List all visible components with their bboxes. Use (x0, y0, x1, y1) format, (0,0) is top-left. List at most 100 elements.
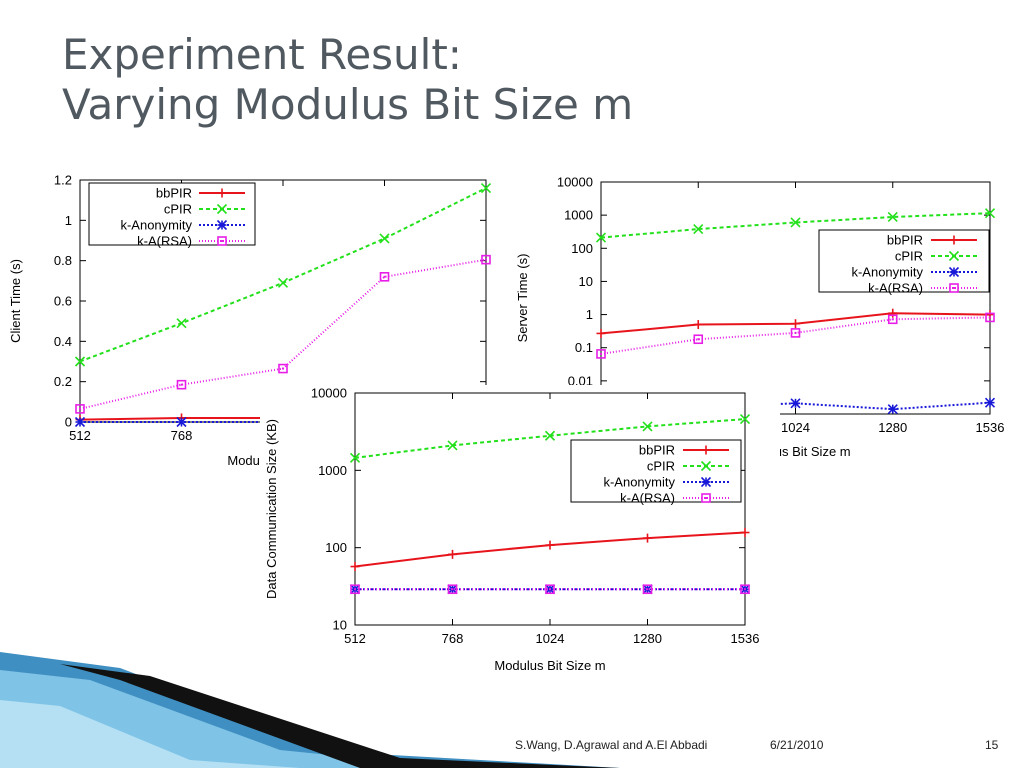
data-communication-legend-label-k-a-rsa: k-A(RSA) (620, 491, 675, 506)
data-communication-series-cpir-point (739, 414, 751, 425)
data-communication-legend-marker-k-anonymity (700, 476, 712, 488)
server-time-legend-label-k-a-rsa: k-A(RSA) (868, 281, 923, 296)
data-communication-xtick-label: 1024 (536, 631, 565, 646)
client-time-series-cpir-point (480, 183, 492, 194)
server-time-series-k-a-rsa-point (790, 328, 801, 338)
client-time-legend-marker-k-a-rsa (217, 236, 227, 246)
server-time-legend-marker-cpir (948, 250, 960, 262)
server-time-series-cpir-line (600, 212, 991, 239)
client-time-series-cpir-point (74, 356, 86, 367)
server-time-series-bbpir-point (888, 308, 898, 318)
data-communication-series-k-a-rsa-point (740, 584, 750, 595)
data-communication-series-bbpir-point (545, 540, 555, 550)
client-time-series-k-anonymity-point (74, 416, 86, 428)
data-communication-xtick-label: 1280 (633, 631, 662, 646)
footer-date: 6/21/2010 (770, 738, 824, 752)
data-communication-legend-label-bbpir: bbPIR (639, 443, 675, 458)
data-communication-series-cpir-point (447, 440, 458, 451)
server-time-ytick-label: 10 (579, 274, 593, 289)
client-time-ytick-label: 1.2 (54, 173, 72, 188)
client-time-ytick-label: 0.4 (54, 334, 72, 349)
client-time-legend-label-bbpir: bbPIR (156, 186, 192, 201)
server-time-ytick-label: 0.01 (568, 373, 593, 388)
server-time-xtick-label: 1024 (781, 420, 810, 435)
server-time-y-axis-label: Server Time (s) (515, 254, 530, 343)
client-time-legend-marker-bbpir (217, 188, 227, 198)
data-communication-xtick-label: 512 (344, 631, 366, 646)
server-time-series-k-a-rsa-point (887, 314, 898, 325)
data-communication-legend-label-cpir: cPIR (647, 459, 675, 474)
client-time-series-cpir-point (277, 277, 289, 288)
server-time-ytick-label: 0.1 (575, 340, 593, 355)
client-time-legend-marker-k-anonymity (216, 219, 228, 231)
data-communication-ytick-label: 1000 (318, 463, 347, 478)
server-time-ytick-label: 100 (571, 241, 593, 256)
server-time-plot-frame (600, 181, 991, 415)
server-time-series-cpir-point (595, 232, 607, 243)
slide-title-line-1: Experiment Result: (62, 30, 462, 79)
data-communication-series-bbpir-point (448, 549, 457, 559)
server-time-series-k-a-rsa-point (985, 312, 995, 323)
server-time-xtick-label: 1280 (878, 420, 907, 435)
data-communication-legend-label-k-anonymity: k-Anonymity (603, 475, 675, 490)
data-communication-series-bbpir-point (643, 533, 652, 543)
server-time-legend-label-bbpir: bbPIR (887, 233, 923, 248)
data-communication-xtick-label: 768 (442, 631, 464, 646)
data-communication-ytick-label: 10 (333, 618, 347, 633)
server-time-chart: 0.0010.010.11101001000100005127681024128… (515, 175, 1005, 460)
client-time-ytick-label: 0.8 (54, 253, 72, 268)
data-communication-ytick-label: 10000 (311, 386, 347, 401)
client-time-legend-marker-cpir (216, 203, 228, 215)
client-time-legend-label-k-a-rsa: k-A(RSA) (137, 234, 192, 249)
client-time-series-k-a-rsa-point (75, 404, 85, 414)
footer-decoration (0, 652, 620, 768)
server-time-series-cpir-point (887, 211, 898, 223)
server-time-series-k-a-rsa-point (596, 349, 606, 359)
server-time-series-k-anonymity-point (984, 397, 996, 408)
data-communication-series-cpir-point (349, 452, 361, 463)
client-time-legend-label-cpir: cPIR (164, 202, 192, 217)
client-time-ytick-label: 1 (65, 213, 72, 228)
data-communication-chart: 10 100 1000 10000 512 768 1024 1280 1536 Modulus … (260, 385, 780, 685)
server-time-legend-marker-k-anonymity (948, 266, 960, 278)
client-time-series-cpir-point (176, 318, 187, 329)
server-time-series-bbpir-point (596, 328, 606, 338)
data-communication-x-axis-label: Modulus Bit Size m (494, 658, 605, 673)
footer-page-number: 15 (985, 738, 999, 752)
data-communication-series-k-a-rsa-point (447, 584, 458, 595)
server-time-legend-marker-bbpir (949, 235, 959, 245)
server-time-ytick-label: 1000 (564, 208, 593, 223)
data-communication-series-bbpir-point (740, 528, 750, 538)
data-communication-series-bbpir-point (350, 562, 360, 572)
server-time-series-k-a-rsa-point (693, 334, 704, 345)
data-communication-legend-marker-k-a-rsa (701, 493, 711, 503)
data-communication-series-cpir-point (544, 430, 556, 441)
client-time-series-k-a-rsa-point (278, 363, 288, 374)
client-time-y-axis-label: Client Time (s) (8, 259, 23, 343)
server-time-legend-label-k-anonymity: k-Anonymity (851, 265, 923, 280)
client-time-legend-label-k-anonymity: k-Anonymity (120, 218, 192, 233)
client-time-ytick-label: 0.6 (54, 294, 72, 309)
server-time-series-k-anonymity-point (887, 404, 898, 415)
footer-authors: S.Wang, D.Agrawal and A.El Abbadi (515, 738, 708, 752)
server-time-series-cpir-point (984, 208, 996, 219)
slide-title-line-2: Varying Modulus Bit Size m (62, 80, 634, 129)
data-communication-series-k-a-rsa-point (350, 584, 360, 595)
client-time-xtick-label: 768 (171, 428, 193, 443)
server-time-legend-marker-k-a-rsa (949, 283, 959, 293)
server-time-series-cpir-point (790, 217, 801, 228)
server-time-series-cpir-point (693, 224, 704, 235)
server-time-ytick-label: 10000 (557, 175, 593, 190)
client-time-series-k-a-rsa-point (176, 379, 187, 390)
data-communication-legend-marker-cpir (700, 460, 712, 472)
server-time-xtick-label: 1536 (976, 420, 1005, 435)
client-time-ytick-label: 0 (65, 415, 72, 430)
client-time-series-k-anonymity-point (176, 416, 187, 428)
server-time-series-k-anonymity-point (790, 398, 801, 409)
slide-title: Experiment Result: Varying Modulus Bit S… (62, 30, 633, 130)
data-communication-series-k-a-rsa-point (642, 584, 653, 595)
server-time-series-bbpir-point (791, 319, 800, 329)
data-communication-series-k-a-rsa-point (545, 584, 555, 595)
server-time-series-bbpir-point (693, 320, 703, 330)
server-time-ytick-label: 1 (586, 307, 593, 322)
